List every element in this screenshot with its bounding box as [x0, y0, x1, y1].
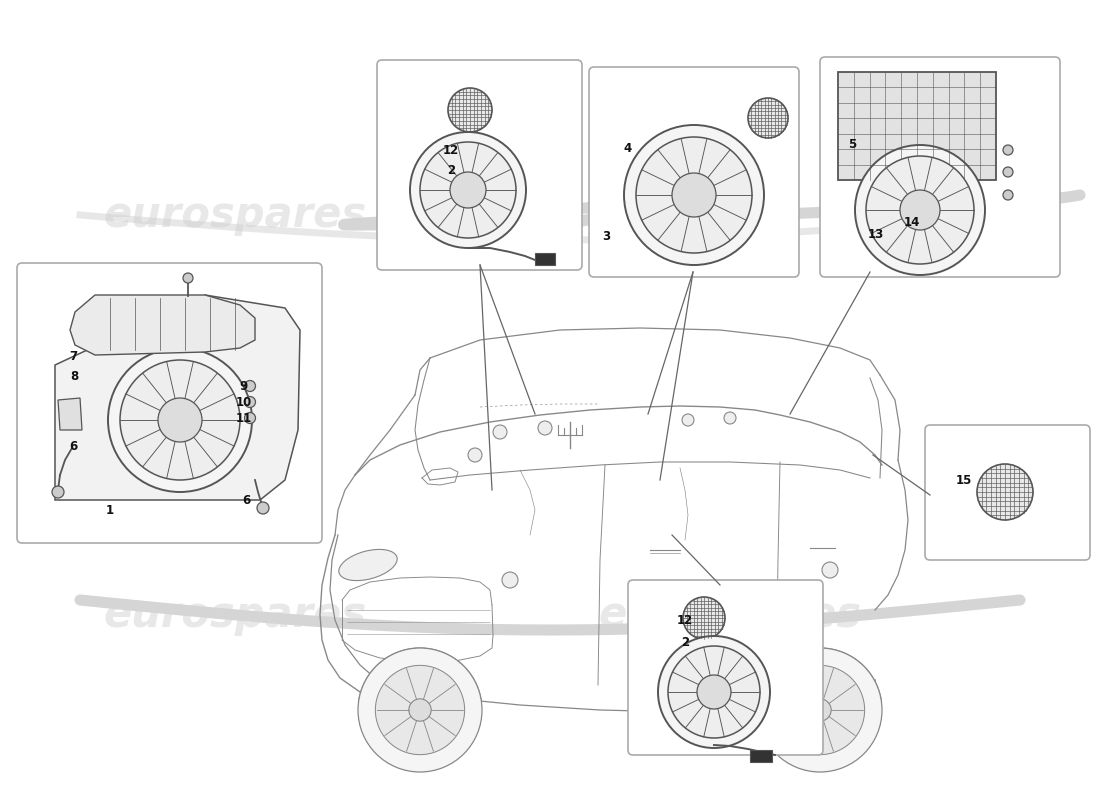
Circle shape — [358, 648, 482, 772]
Text: eurospares: eurospares — [598, 594, 861, 636]
Circle shape — [682, 414, 694, 426]
Circle shape — [450, 172, 486, 208]
Text: 8: 8 — [70, 370, 78, 382]
Text: 14: 14 — [904, 215, 921, 229]
Circle shape — [410, 132, 526, 248]
Text: 6: 6 — [69, 441, 77, 454]
Circle shape — [375, 666, 464, 754]
Circle shape — [538, 421, 552, 435]
Circle shape — [866, 156, 974, 264]
Circle shape — [120, 360, 240, 480]
FancyBboxPatch shape — [377, 60, 582, 270]
FancyBboxPatch shape — [16, 263, 322, 543]
FancyBboxPatch shape — [588, 67, 799, 277]
Text: 5: 5 — [848, 138, 856, 151]
Circle shape — [697, 675, 732, 709]
Text: 9: 9 — [240, 381, 249, 394]
Circle shape — [448, 88, 492, 132]
Circle shape — [758, 648, 882, 772]
Text: 2: 2 — [447, 163, 455, 177]
Text: 7: 7 — [69, 350, 77, 362]
Circle shape — [668, 646, 760, 738]
Text: 2: 2 — [681, 635, 689, 649]
Circle shape — [977, 464, 1033, 520]
Polygon shape — [55, 295, 300, 500]
Circle shape — [672, 173, 716, 217]
Text: eurospares: eurospares — [103, 194, 366, 236]
Circle shape — [420, 142, 516, 238]
Polygon shape — [58, 398, 82, 430]
Bar — [535, 253, 556, 265]
Circle shape — [624, 125, 764, 265]
Circle shape — [808, 699, 832, 721]
Circle shape — [776, 666, 865, 754]
Text: 13: 13 — [868, 229, 884, 242]
Circle shape — [502, 572, 518, 588]
Text: 15: 15 — [956, 474, 972, 486]
Text: 11: 11 — [235, 413, 252, 426]
Text: 6: 6 — [242, 494, 250, 506]
Text: 12: 12 — [443, 143, 459, 157]
Circle shape — [158, 398, 202, 442]
Text: eurospares: eurospares — [488, 194, 751, 236]
Text: 3: 3 — [602, 230, 610, 243]
FancyBboxPatch shape — [820, 57, 1060, 277]
Circle shape — [683, 597, 725, 639]
Circle shape — [855, 145, 984, 275]
Circle shape — [1003, 190, 1013, 200]
Circle shape — [822, 562, 838, 578]
FancyBboxPatch shape — [628, 580, 823, 755]
Circle shape — [658, 636, 770, 748]
Circle shape — [244, 413, 255, 423]
Bar — [838, 72, 996, 180]
Bar — [750, 750, 772, 762]
Circle shape — [493, 425, 507, 439]
FancyBboxPatch shape — [925, 425, 1090, 560]
Text: 10: 10 — [235, 397, 252, 410]
Circle shape — [257, 502, 270, 514]
Text: eurospares: eurospares — [103, 594, 366, 636]
Circle shape — [244, 397, 255, 407]
Circle shape — [636, 137, 752, 253]
Text: 12: 12 — [676, 614, 693, 626]
Circle shape — [900, 190, 940, 230]
Ellipse shape — [339, 550, 397, 581]
Text: 1: 1 — [106, 503, 114, 517]
Circle shape — [52, 486, 64, 498]
Circle shape — [244, 381, 255, 391]
Circle shape — [724, 412, 736, 424]
Text: 4: 4 — [624, 142, 632, 154]
Circle shape — [183, 273, 192, 283]
Circle shape — [108, 348, 252, 492]
Circle shape — [409, 699, 431, 721]
Circle shape — [748, 98, 788, 138]
Circle shape — [468, 448, 482, 462]
Circle shape — [1003, 167, 1013, 177]
Polygon shape — [70, 295, 255, 355]
Circle shape — [1003, 145, 1013, 155]
